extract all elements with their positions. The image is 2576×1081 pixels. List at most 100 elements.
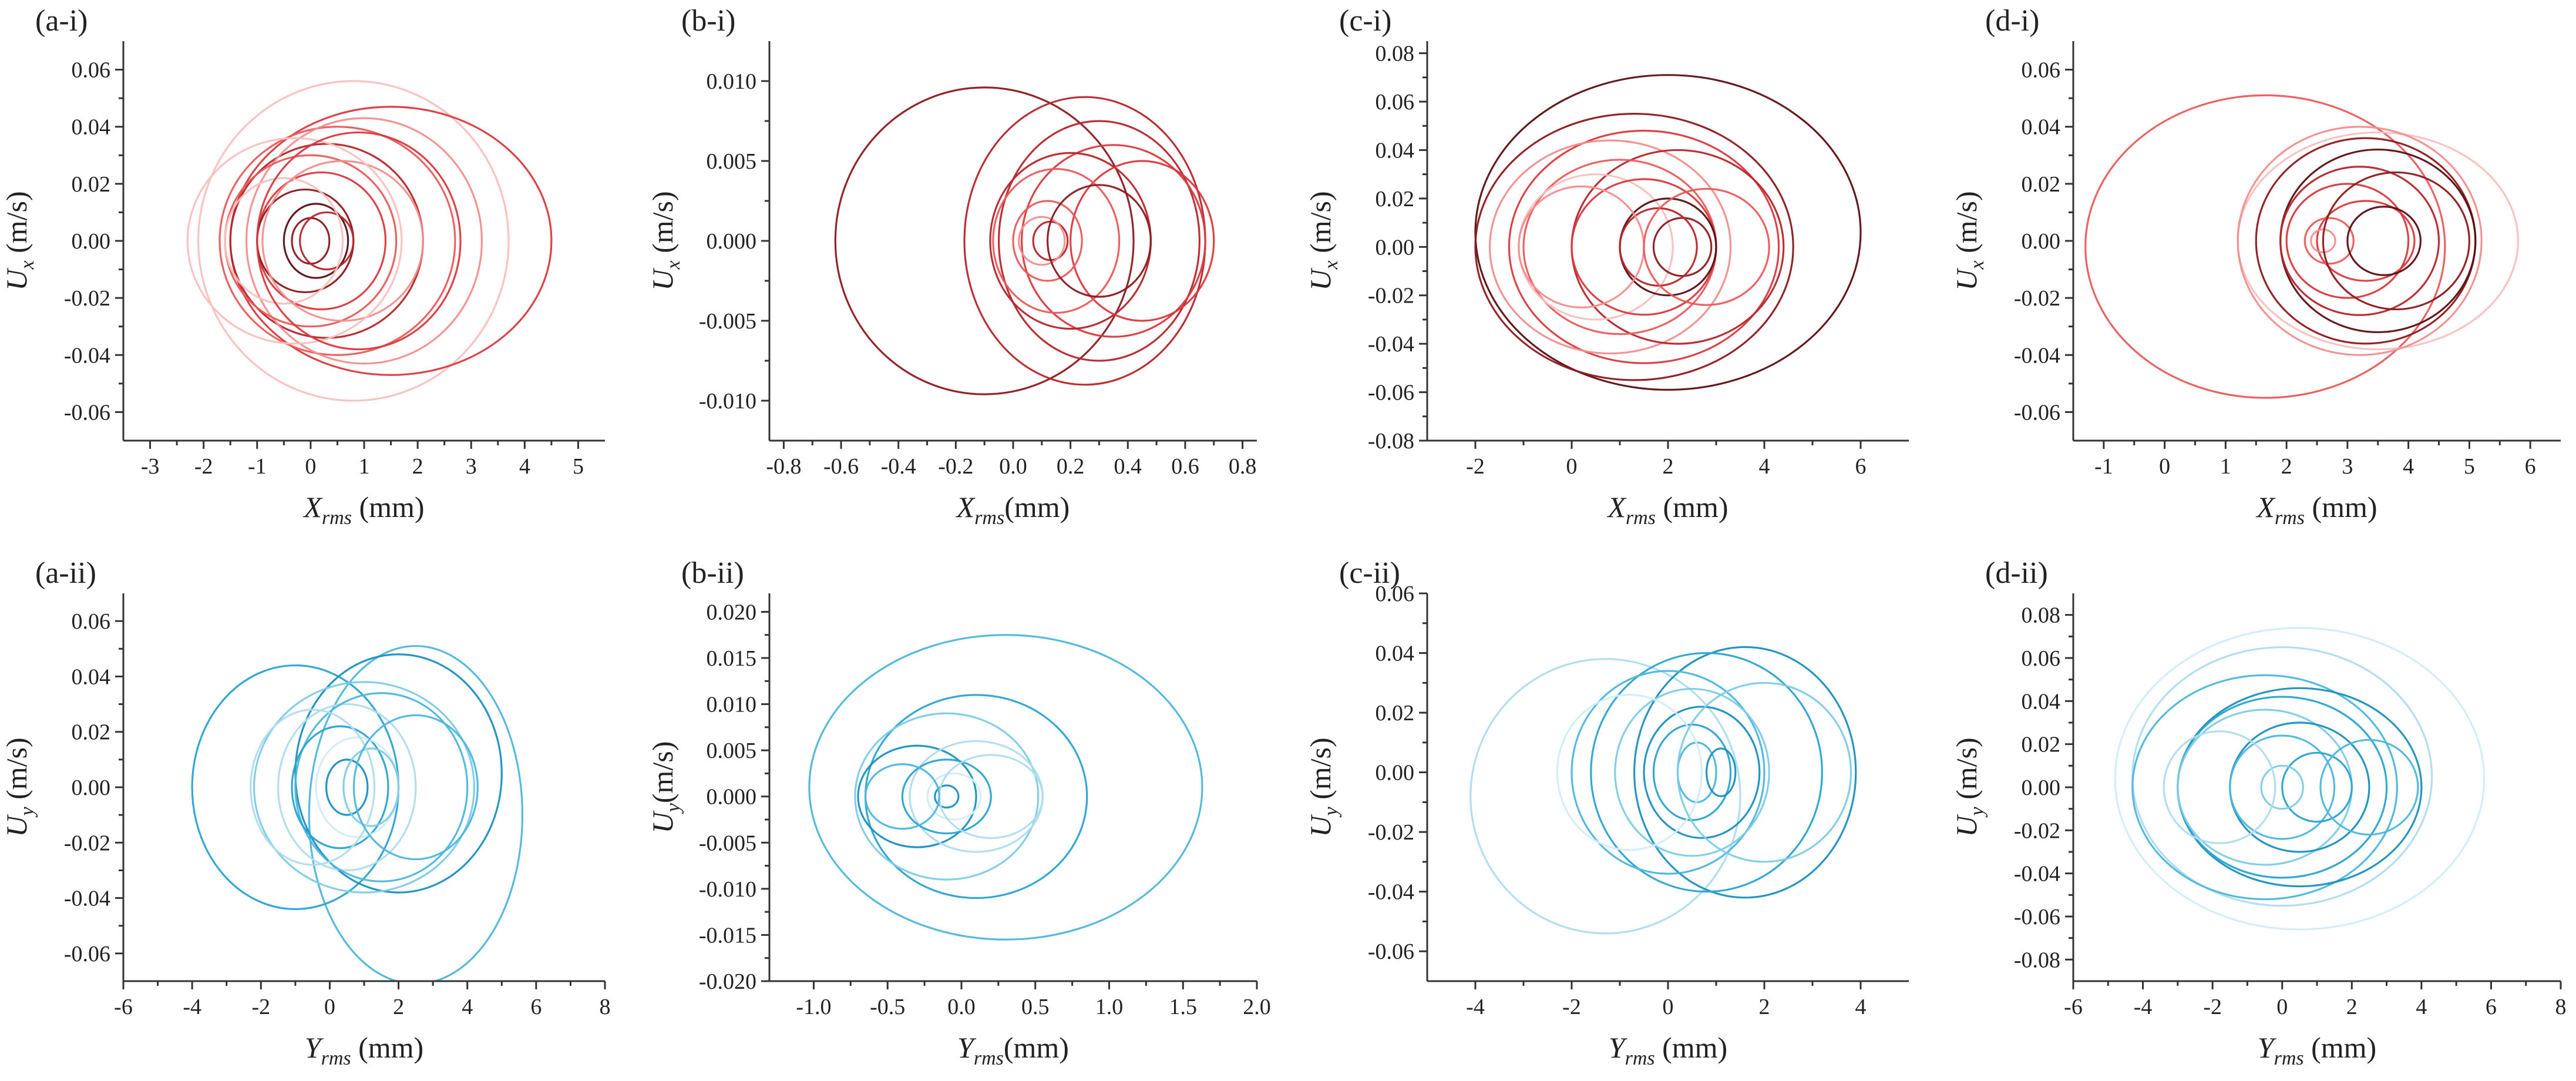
orbit-d-ii-7 — [2229, 734, 2336, 840]
y-tick-label: 0.04 — [2022, 115, 2061, 140]
orbit-group-c-ii — [1469, 646, 1857, 935]
y-tick-label: -0.04 — [64, 887, 110, 911]
orbit-a-i-1 — [229, 106, 553, 376]
y-tick-label: 0.08 — [1376, 42, 1415, 66]
y-axis-label: Uy(m/s) — [646, 741, 684, 834]
x-tick-label: 6 — [1855, 454, 1867, 479]
x-axis-label-symbol: X — [1606, 491, 1627, 523]
x-axis-label: Yrms (mm) — [2258, 1031, 2376, 1069]
orbit-a-i-10 — [299, 211, 355, 271]
orbit-a-i-2 — [218, 126, 456, 356]
y-tick-label: 0.04 — [72, 664, 111, 689]
y-axis-label-symbol: U — [1950, 814, 1983, 837]
y-tick-label: 0.00 — [72, 229, 111, 254]
x-axis-label: Yrms (mm) — [1609, 1031, 1727, 1069]
orbit-a-i-12 — [261, 160, 424, 322]
y-tick-label: -0.02 — [1368, 284, 1414, 308]
y-tick-label: -0.02 — [64, 831, 110, 855]
x-axis-label-unit: (mm) — [1004, 491, 1070, 523]
orbit-group-c-i — [1474, 74, 1862, 391]
x-tick-label: 0 — [1566, 454, 1578, 479]
x-axis-label: Yrms (mm) — [305, 1031, 423, 1069]
y-tick-label: 0.04 — [2022, 689, 2061, 714]
y-axis-label: Uy (m/s) — [1304, 737, 1342, 837]
orbit-a-i-14 — [256, 131, 462, 351]
y-tick-label: 0.02 — [72, 172, 111, 197]
y-axis-label: Ux (m/s) — [646, 191, 684, 290]
orbit-c-i-3 — [1489, 139, 1732, 355]
x-tick-label: 4 — [462, 995, 473, 1019]
y-axis-label-subscript: y — [16, 807, 38, 818]
orbit-a-ii-9 — [342, 747, 400, 827]
orbit-c-ii-10 — [1676, 682, 1852, 863]
x-axis-label-unit: (mm) — [1656, 491, 1728, 523]
y-tick-label: 0.06 — [72, 609, 111, 634]
orbit-a-ii-3 — [253, 681, 476, 894]
orbit-b-i-10 — [1046, 184, 1152, 298]
y-tick-label: -0.005 — [699, 831, 756, 855]
y-tick-label: 0.06 — [1376, 582, 1415, 606]
x-tick-label: 3 — [2342, 454, 2353, 479]
y-tick-label: -0.08 — [2014, 948, 2060, 972]
orbit-b-ii-9 — [864, 763, 940, 830]
x-tick-label: 8 — [600, 995, 611, 1019]
orbit-d-ii-0 — [2114, 627, 2486, 931]
x-tick-label: 4 — [2416, 995, 2427, 1019]
x-tick-label: 0.5 — [1021, 995, 1050, 1019]
x-axis-label: Xrms (mm) — [2255, 491, 2377, 529]
orbit-b-i-7 — [1012, 200, 1083, 282]
x-tick-label: 4 — [1855, 995, 1867, 1019]
y-tick-label: -0.04 — [2014, 862, 2060, 887]
panel-a-i: -3 -2 -1 0 1 2 3 4 5 -0.06 -0.04 -0.02 0.00 0.02 0.04 0… — [0, 4, 605, 529]
x-tick-label: 2 — [393, 995, 404, 1019]
y-tick-label: 0.02 — [2022, 172, 2061, 197]
y-tick-label: 0.06 — [72, 58, 111, 83]
orbit-a-i-11 — [224, 177, 344, 305]
x-tick-label: -0.5 — [870, 995, 905, 1019]
y-axis-label-symbol: U — [646, 268, 679, 291]
x-tick-label: -0.2 — [938, 454, 973, 479]
orbit-group-d-ii — [2114, 627, 2486, 931]
orbit-d-i-3 — [2255, 137, 2477, 345]
orbit-b-ii-5 — [901, 758, 992, 835]
x-tick-label: -0.8 — [766, 454, 801, 479]
x-axis-label-symbol: X — [302, 491, 323, 523]
x-tick-label: 2 — [412, 454, 423, 479]
y-tick-label: 0.02 — [2022, 733, 2061, 757]
panel-tag: (c-ii) — [1339, 556, 1400, 590]
x-tick-label: -2 — [251, 995, 270, 1019]
orbit-group-a-ii — [191, 645, 523, 981]
y-tick-label: 0.00 — [1376, 235, 1415, 260]
x-tick-label: -2 — [2203, 995, 2222, 1019]
x-tick-label: 8 — [2555, 995, 2567, 1019]
orbit-d-i-5 — [2279, 166, 2440, 316]
x-axis-label-subscript: rms — [322, 507, 352, 529]
y-tick-label: 0.020 — [707, 600, 757, 625]
orbit-a-i-0 — [197, 80, 510, 402]
orbit-c-ii-7 — [1676, 741, 1717, 803]
x-axis-label-symbol: X — [2255, 491, 2276, 523]
x-axis-label-subscript: rms — [1625, 1048, 1655, 1069]
orbit-c-ii-1 — [1633, 646, 1857, 899]
orbit-d-i-0 — [2084, 94, 2446, 399]
orbit-group-b-i — [834, 86, 1215, 395]
y-axis-label-unit: (m/s) — [1950, 737, 1983, 807]
x-axis-label-unit: (mm) — [351, 1031, 424, 1064]
orbit-c-i-1 — [1474, 113, 1794, 381]
y-axis-label-symbol: U — [1950, 268, 1983, 291]
y-axis-label-unit: (m/s) — [1950, 191, 1983, 260]
orbit-b-i-3 — [1021, 144, 1206, 338]
y-tick-label: -0.010 — [699, 389, 756, 414]
y-tick-label: -0.06 — [1368, 381, 1414, 405]
y-tick-label: -0.04 — [1368, 880, 1414, 905]
x-tick-label: 6 — [2525, 454, 2536, 479]
x-axis-label-subscript: rms — [974, 507, 1004, 529]
y-axis-label-subscript: x — [16, 260, 38, 270]
x-tick-label: 0 — [324, 995, 335, 1019]
x-tick-label: 0 — [2276, 995, 2288, 1019]
orbit-d-ii-11 — [2319, 738, 2419, 836]
orbit-c-i-2 — [1508, 129, 1780, 364]
orbit-a-ii-6 — [291, 725, 389, 850]
x-tick-label: -2 — [1562, 995, 1581, 1019]
